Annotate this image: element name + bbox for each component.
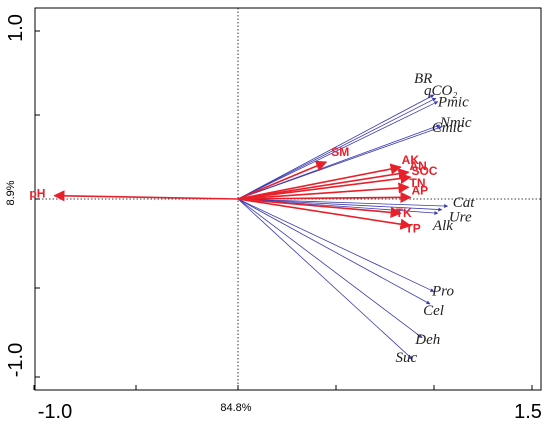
response-label-br: BR [414,71,432,87]
response-vector-cmic [237,126,443,200]
response-vector-cat [237,198,449,208]
response-vector-br [237,94,435,200]
response-label-qco: qCO₂ [424,83,458,99]
response-vector-pro [237,198,435,292]
explanatory-label-ak: AK [402,153,420,167]
explanatory-vector-tp [237,198,412,230]
explanatory-vector-ph [53,190,239,202]
explanatory-vector-ak [237,163,402,200]
response-label-cat: Cat [453,195,476,211]
response-label-deh: Deh [414,332,440,348]
y-axis-variance-label: 8.9% [5,180,17,205]
x-tick-label-left: -1.0 [38,401,72,423]
response-label-nmic: Nmic [439,115,472,131]
axis-ticks [33,30,533,390]
explanatory-label-an: AN [410,159,427,173]
response-label-alk: Alk [432,218,453,234]
explanatory-vector-soc [237,172,412,200]
explanatory-vector-sm [237,160,328,200]
explanatory-label-ph: pH [29,187,45,201]
response-vector-pmic [237,101,439,200]
explanatory-vector-tk [237,198,402,218]
y-tick-label-top: 1.0 [5,14,27,42]
explanatory-label-sm: SM [331,145,349,159]
y-tick-label-bottom: -1.0 [5,343,27,377]
response-label-pro: Pro [431,284,454,300]
explanatory-label-soc: SOC [411,164,437,178]
response-label-cel: Cel [423,303,444,319]
explanatory-label-tp: TP [405,222,420,236]
explanatory-vector-ap [237,191,412,204]
explanatory-vector-an [237,168,410,200]
response-label-pmic: Pmic [437,95,469,111]
response-vector-suc [237,198,413,360]
explanatory-vector-tn [237,182,410,200]
response-vector-cel [237,198,431,305]
explanatory-label-tn: TN [410,176,426,190]
response-label-suc: Suc [395,350,417,366]
response-label-cmic: Cmic [432,120,464,136]
response-vector-qco [237,97,437,200]
explanatory-label-ap: AP [411,183,428,197]
response-vector-deh [237,198,423,339]
response-label-ure: Ure [449,210,472,226]
response-vector-ure [237,198,443,212]
x-axis-variance-label: 84.8% [220,402,251,414]
explanatory-label-tk: TK [396,206,412,220]
x-tick-label-right: 1.5 [514,401,542,423]
